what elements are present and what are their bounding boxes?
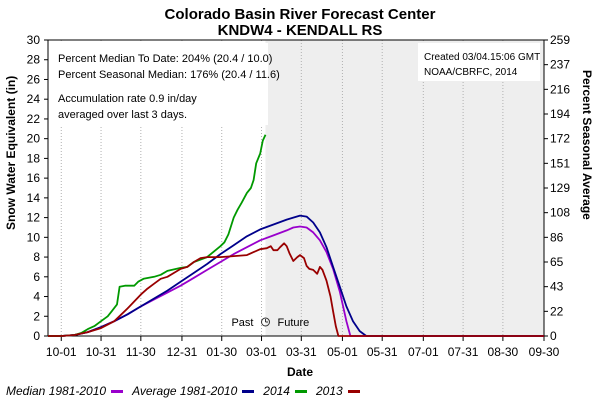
chart-title: Colorado Basin River Forecast Center <box>164 6 436 23</box>
y-tick-label: 26 <box>27 72 41 86</box>
y-tick-label: 18 <box>27 151 41 165</box>
y-right-tick-label: 216 <box>550 82 570 96</box>
y-tick-label: 10 <box>27 230 41 244</box>
info-box <box>50 43 268 125</box>
x-tick-label: 10-01 <box>46 345 77 359</box>
x-tick-label: 03-01 <box>246 345 277 359</box>
series-line-2013 <box>48 242 544 337</box>
y-tick-label: 16 <box>27 171 41 185</box>
clock-icon <box>260 317 270 327</box>
created-source: NOAA/CBRFC, 2014 <box>424 67 518 78</box>
future-label: Future <box>277 317 309 329</box>
legend-label-median: Median 1981-2010 <box>6 384 107 398</box>
info-accumulation-rate: Accumulation rate 0.9 in/day <box>58 93 197 105</box>
x-tick-label: 05-31 <box>367 345 398 359</box>
y-right-tick-label: 129 <box>550 181 570 195</box>
info-percent-seasonal-median: Percent Seasonal Median: 176% (20.4 / 11… <box>58 69 280 81</box>
y-right-tick-label: 237 <box>550 58 570 72</box>
x-tick-label: 12-31 <box>167 345 198 359</box>
x-tick-label: 05-01 <box>327 345 358 359</box>
x-tick-label: 09-30 <box>529 345 560 359</box>
x-axis-label: Date <box>286 365 313 379</box>
y-tick-label: 0 <box>33 329 40 343</box>
created-box <box>418 43 540 81</box>
y-tick-label: 20 <box>27 132 41 146</box>
y-right-tick-label: 86 <box>550 230 564 244</box>
x-tick-label: 07-31 <box>448 345 479 359</box>
x-tick-label: 07-01 <box>408 345 439 359</box>
legend-label-2014: 2014 <box>263 384 290 398</box>
y-right-tick-label: 194 <box>550 107 570 121</box>
info-percent-median-to-date: Percent Median To Date: 204% (20.4 / 10.… <box>58 53 272 65</box>
y-right-tick-label: 172 <box>550 132 570 146</box>
y-right-tick-label: 65 <box>550 255 564 269</box>
y-tick-label: 2 <box>33 309 40 323</box>
x-tick-label: 10-31 <box>86 345 117 359</box>
legend: Median 1981-2010 Average 1981-2010 2014 … <box>6 384 369 398</box>
y-tick-label: 6 <box>33 270 40 284</box>
legend-label-average: Average 1981-2010 <box>132 384 238 398</box>
x-tick-label: 11-30 <box>126 345 156 359</box>
y-tick-label: 12 <box>27 211 41 225</box>
y-right-tick-label: 259 <box>550 33 570 47</box>
y-tick-label: 24 <box>27 92 41 106</box>
legend-swatch-2014 <box>294 389 307 393</box>
future-region <box>265 40 544 336</box>
x-tick-label: 01-30 <box>206 345 237 359</box>
y-tick-label: 30 <box>27 33 41 47</box>
info-averaging-note: averaged over last 3 days. <box>58 109 187 121</box>
y-tick-label: 8 <box>33 250 40 264</box>
legend-label-2013: 2013 <box>315 384 343 398</box>
created-timestamp: Created 03/04.15:06 GMT <box>424 52 540 63</box>
legend-swatch-average <box>242 389 255 393</box>
legend-swatch-median <box>111 389 124 393</box>
y-right-tick-label: 43 <box>550 280 564 294</box>
x-tick-label: 08-30 <box>488 345 519 359</box>
series-line-2014 <box>48 134 267 337</box>
y-right-tick-label: 22 <box>550 304 564 318</box>
y-right-tick-label: 108 <box>550 206 570 220</box>
y-tick-label: 22 <box>27 112 41 126</box>
y-tick-label: 28 <box>27 53 41 67</box>
chart-subtitle: KNDW4 - KENDALL RS <box>217 22 383 39</box>
y-tick-label: 14 <box>27 191 41 205</box>
y-right-tick-label: 151 <box>550 156 570 170</box>
x-tick-label: 03-31 <box>286 345 317 359</box>
legend-swatch-2013 <box>347 389 360 393</box>
y-right-tick-label: 0 <box>550 329 557 343</box>
y-tick-label: 4 <box>33 290 40 304</box>
past-label: Past <box>231 317 253 329</box>
